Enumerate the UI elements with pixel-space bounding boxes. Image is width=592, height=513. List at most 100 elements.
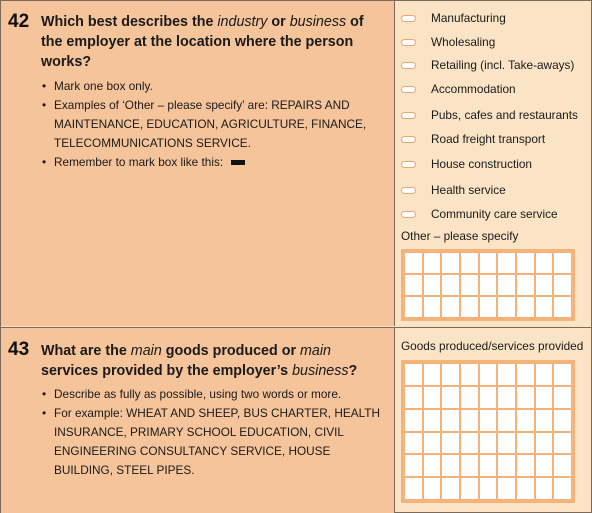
checkbox[interactable] xyxy=(401,111,416,119)
option-wholesaling[interactable]: Wholesaling xyxy=(401,31,495,53)
write-in-box[interactable] xyxy=(442,297,459,317)
write-in-box[interactable] xyxy=(460,386,478,408)
write-in-box[interactable] xyxy=(423,275,441,295)
write-in-box[interactable] xyxy=(535,297,553,317)
write-in-box[interactable] xyxy=(479,364,497,385)
write-in-box[interactable] xyxy=(442,455,459,477)
write-in-box[interactable] xyxy=(460,455,478,477)
option-accommodation[interactable]: Accommodation xyxy=(401,78,516,100)
write-in-box[interactable] xyxy=(535,253,553,273)
checkbox[interactable] xyxy=(401,160,416,168)
write-in-box[interactable] xyxy=(554,253,571,273)
write-in-box[interactable] xyxy=(442,432,459,454)
write-in-box[interactable] xyxy=(405,364,422,385)
option-health-service[interactable]: Health service xyxy=(401,179,506,201)
write-in-box[interactable] xyxy=(442,253,459,273)
write-in-box[interactable] xyxy=(405,275,422,295)
write-in-box[interactable] xyxy=(479,455,497,477)
write-in-box[interactable] xyxy=(516,478,534,499)
write-in-box[interactable] xyxy=(405,253,422,273)
write-in-box[interactable] xyxy=(554,409,571,431)
write-in-box[interactable] xyxy=(498,409,515,431)
write-in-box[interactable] xyxy=(423,409,441,431)
write-in-box[interactable] xyxy=(479,432,497,454)
checkbox[interactable] xyxy=(401,14,416,22)
write-in-box[interactable] xyxy=(498,432,515,454)
write-in-box[interactable] xyxy=(498,386,515,408)
write-in-box[interactable] xyxy=(405,297,422,317)
other-specify-write-in-boxes[interactable] xyxy=(401,249,575,321)
write-in-box[interactable] xyxy=(405,455,422,477)
write-in-box[interactable] xyxy=(554,386,571,408)
write-in-box[interactable] xyxy=(516,364,534,385)
checkbox[interactable] xyxy=(401,210,416,218)
write-in-box[interactable] xyxy=(423,386,441,408)
write-in-box[interactable] xyxy=(498,364,515,385)
checkbox[interactable] xyxy=(401,85,416,93)
write-in-box[interactable] xyxy=(405,386,422,408)
write-in-box[interactable] xyxy=(516,386,534,408)
checkbox[interactable] xyxy=(401,38,416,46)
write-in-box[interactable] xyxy=(460,253,478,273)
write-in-box[interactable] xyxy=(442,275,459,295)
write-in-box[interactable] xyxy=(535,364,553,385)
goods-services-write-in-boxes[interactable] xyxy=(401,360,575,503)
write-in-box[interactable] xyxy=(442,386,459,408)
write-in-box[interactable] xyxy=(405,478,422,499)
write-in-box[interactable] xyxy=(479,478,497,499)
option-retailing[interactable]: Retailing (incl. Take-aways) xyxy=(401,54,574,76)
write-in-box[interactable] xyxy=(442,409,459,431)
option-manufacturing[interactable]: Manufacturing xyxy=(401,7,506,29)
write-in-box[interactable] xyxy=(498,455,515,477)
write-in-box[interactable] xyxy=(460,364,478,385)
write-in-box[interactable] xyxy=(554,455,571,477)
write-in-box[interactable] xyxy=(516,297,534,317)
write-in-box[interactable] xyxy=(460,432,478,454)
write-in-box[interactable] xyxy=(423,364,441,385)
checkbox[interactable] xyxy=(401,135,416,143)
write-in-box[interactable] xyxy=(460,409,478,431)
write-in-box[interactable] xyxy=(423,478,441,499)
write-in-box[interactable] xyxy=(479,297,497,317)
write-in-box[interactable] xyxy=(442,478,459,499)
write-in-box[interactable] xyxy=(460,478,478,499)
option-road-freight-transport[interactable]: Road freight transport xyxy=(401,128,545,150)
write-in-box[interactable] xyxy=(479,409,497,431)
write-in-box[interactable] xyxy=(516,275,534,295)
write-in-box[interactable] xyxy=(516,253,534,273)
write-in-box[interactable] xyxy=(535,275,553,295)
write-in-box[interactable] xyxy=(516,409,534,431)
checkbox[interactable] xyxy=(401,186,416,194)
write-in-box[interactable] xyxy=(498,253,515,273)
write-in-box[interactable] xyxy=(423,297,441,317)
write-in-box[interactable] xyxy=(535,478,553,499)
write-in-box[interactable] xyxy=(554,275,571,295)
checkbox[interactable] xyxy=(401,61,416,69)
write-in-box[interactable] xyxy=(535,432,553,454)
write-in-box[interactable] xyxy=(405,409,422,431)
write-in-box[interactable] xyxy=(423,432,441,454)
write-in-box[interactable] xyxy=(405,432,422,454)
write-in-box[interactable] xyxy=(479,386,497,408)
write-in-box[interactable] xyxy=(460,275,478,295)
write-in-box[interactable] xyxy=(498,478,515,499)
write-in-box[interactable] xyxy=(423,253,441,273)
write-in-box[interactable] xyxy=(535,409,553,431)
write-in-box[interactable] xyxy=(516,455,534,477)
write-in-box[interactable] xyxy=(554,478,571,499)
write-in-box[interactable] xyxy=(516,432,534,454)
write-in-box[interactable] xyxy=(423,455,441,477)
write-in-box[interactable] xyxy=(554,432,571,454)
option-pubs-cafes-restaurants[interactable]: Pubs, cafes and restaurants xyxy=(401,104,578,126)
write-in-box[interactable] xyxy=(554,297,571,317)
write-in-box[interactable] xyxy=(479,253,497,273)
write-in-box[interactable] xyxy=(535,386,553,408)
write-in-box[interactable] xyxy=(479,275,497,295)
write-in-box[interactable] xyxy=(498,275,515,295)
write-in-box[interactable] xyxy=(460,297,478,317)
write-in-box[interactable] xyxy=(498,297,515,317)
option-house-construction[interactable]: House construction xyxy=(401,153,532,175)
write-in-box[interactable] xyxy=(442,364,459,385)
option-community-care-service[interactable]: Community care service xyxy=(401,203,558,225)
write-in-box[interactable] xyxy=(535,455,553,477)
